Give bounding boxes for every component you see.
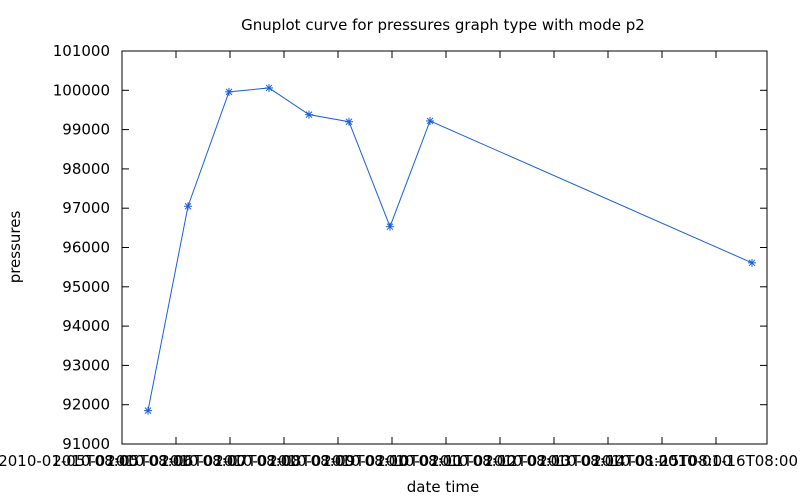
y-tick-label: 99000 bbox=[62, 121, 110, 139]
data-point bbox=[184, 202, 192, 211]
x-tick-label: 2010-01-07T08:00 bbox=[160, 452, 300, 470]
y-axis: 91000 92000 93000 94000 95000 96000 97000 98000… bbox=[53, 42, 767, 453]
x-tick-label: 2010-01-15T08:00 bbox=[592, 452, 732, 470]
x-tick-label: 2010-01-05T08:00 bbox=[0, 452, 138, 470]
data-point bbox=[305, 110, 313, 119]
y-axis-label: pressures bbox=[6, 211, 24, 284]
x-tick-label: 2010-01-13T08:00 bbox=[484, 452, 624, 470]
y-tick-label: 92000 bbox=[62, 396, 110, 414]
data-point bbox=[386, 222, 394, 231]
y-tick-label: 95000 bbox=[62, 278, 110, 296]
series-group bbox=[144, 83, 756, 415]
x-tick-label: 2010-01-16T08:00 bbox=[658, 452, 798, 470]
x-tick-label: 2010-01-11T08:00 bbox=[376, 452, 516, 470]
x-tick-label: 2010-01-06T08:00 bbox=[106, 452, 246, 470]
data-point bbox=[265, 83, 273, 92]
y-tick-label: 100000 bbox=[53, 81, 110, 99]
x-axis-label: date time bbox=[407, 478, 479, 496]
y-tick-label: 93000 bbox=[62, 356, 110, 374]
x-axis: 2010-01-05T08:002010-01-05T08:002010-01-… bbox=[0, 51, 798, 470]
series-line bbox=[147, 87, 753, 411]
data-point bbox=[225, 87, 233, 96]
y-tick-label: 97000 bbox=[62, 199, 110, 217]
y-tick-label: 96000 bbox=[62, 239, 110, 257]
y-tick-label: 101000 bbox=[53, 42, 110, 60]
x-tick-label: 2010-01-14T08:00 bbox=[538, 452, 678, 470]
y-tick-label: 94000 bbox=[62, 317, 110, 335]
x-tick-label: 2010-01-09T08:00 bbox=[268, 452, 408, 470]
x-tick-label: 2010-01-10T08:00 bbox=[322, 452, 462, 470]
data-point bbox=[748, 258, 756, 267]
x-tick-label: 2010-01-05T08:00 bbox=[52, 452, 192, 470]
data-point bbox=[426, 116, 434, 125]
y-tick-label: 98000 bbox=[62, 160, 110, 178]
plot-area-frame bbox=[121, 50, 768, 445]
chart-title: Gnuplot curve for pressures graph type w… bbox=[241, 16, 645, 34]
data-point bbox=[345, 117, 353, 126]
x-tick-label: 2010-01-08T08:00 bbox=[214, 452, 354, 470]
data-point bbox=[144, 406, 152, 415]
y-tick-label: 91000 bbox=[62, 435, 110, 453]
x-tick-label: 2010-01-12T08:00 bbox=[430, 452, 570, 470]
